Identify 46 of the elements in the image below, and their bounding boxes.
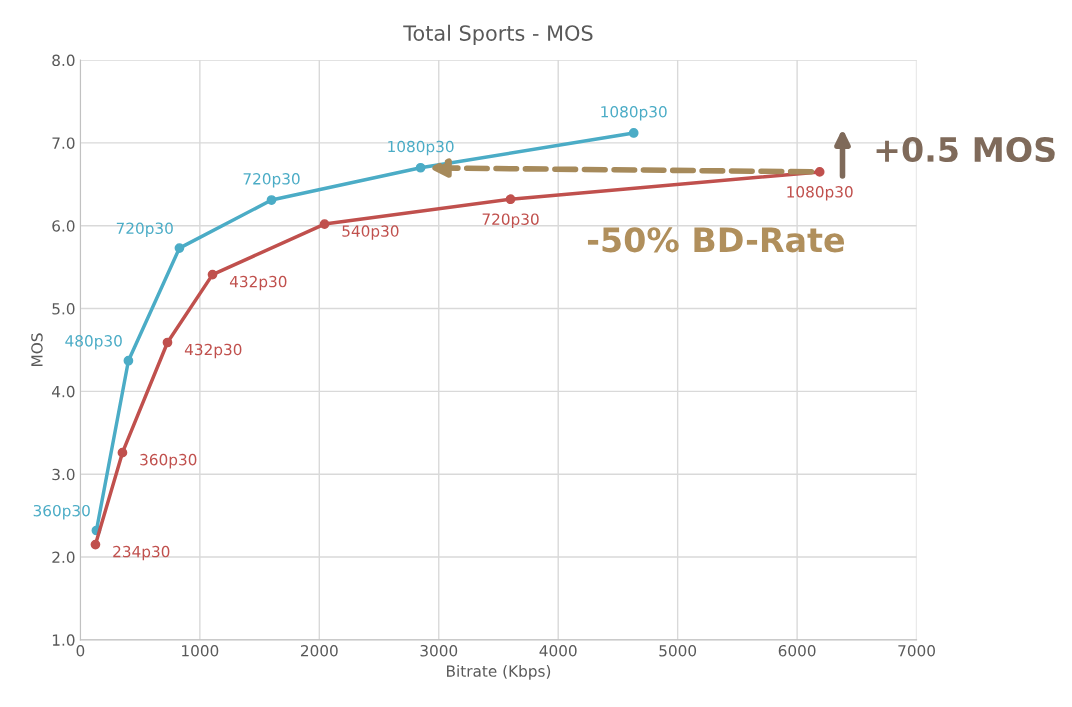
x-tick-label: 0 <box>76 644 85 657</box>
point <box>266 195 277 205</box>
x-tick-label: 4000 <box>539 644 577 657</box>
annotation: +0.5 MOS <box>876 136 1055 163</box>
point <box>814 167 825 177</box>
point <box>319 219 330 229</box>
x-tick-label: 2000 <box>300 644 338 657</box>
annotation: -50% BD-Rate <box>587 227 844 253</box>
point <box>174 243 185 253</box>
y-tick-label: 6.0 <box>52 220 75 232</box>
annotation: 1080p30 <box>601 105 667 121</box>
annotation: 720p30 <box>116 222 173 237</box>
annotation: 432p30 <box>184 343 242 359</box>
point <box>90 539 101 550</box>
annotation: 720p30 <box>243 173 300 188</box>
point <box>505 194 516 205</box>
x-tick-label: 7000 <box>898 644 935 657</box>
x-tick-label: 5000 <box>659 644 697 657</box>
annotation: 360p30 <box>33 504 90 520</box>
annotation: 1080p30 <box>388 140 454 156</box>
annotation: 540p30 <box>342 225 399 240</box>
point <box>207 269 218 280</box>
x-tick-label: 6000 <box>778 644 816 657</box>
annotation: 360p30 <box>140 453 197 469</box>
y-tick-label: 4.0 <box>51 385 75 398</box>
annotation: 234p30 <box>113 545 170 561</box>
y-axis-title: MOS <box>31 333 43 366</box>
point <box>415 162 426 173</box>
point <box>162 337 173 348</box>
annotation: 720p30 <box>482 213 539 228</box>
point <box>628 128 639 138</box>
y-tick-label: 8.0 <box>52 54 75 67</box>
y-tick-label: 5.0 <box>52 303 75 315</box>
y-tick-label: 3.0 <box>52 468 75 481</box>
x-tick-label: 3000 <box>420 644 458 657</box>
y-tick-label: 1.0 <box>52 634 75 646</box>
chart-title: Total Sports - MOS <box>403 24 593 45</box>
annotation: 1080p30 <box>787 186 853 201</box>
y-tick-label: 2.0 <box>52 551 75 564</box>
x-tick-label: 1000 <box>182 644 219 657</box>
x-axis-title: Bitrate (Kbps) <box>447 665 551 680</box>
annotation: 432p30 <box>229 275 287 291</box>
point <box>123 355 134 366</box>
point <box>117 447 128 458</box>
y-tick-label: 7.0 <box>52 137 75 149</box>
annotation: 480p30 <box>65 335 122 350</box>
